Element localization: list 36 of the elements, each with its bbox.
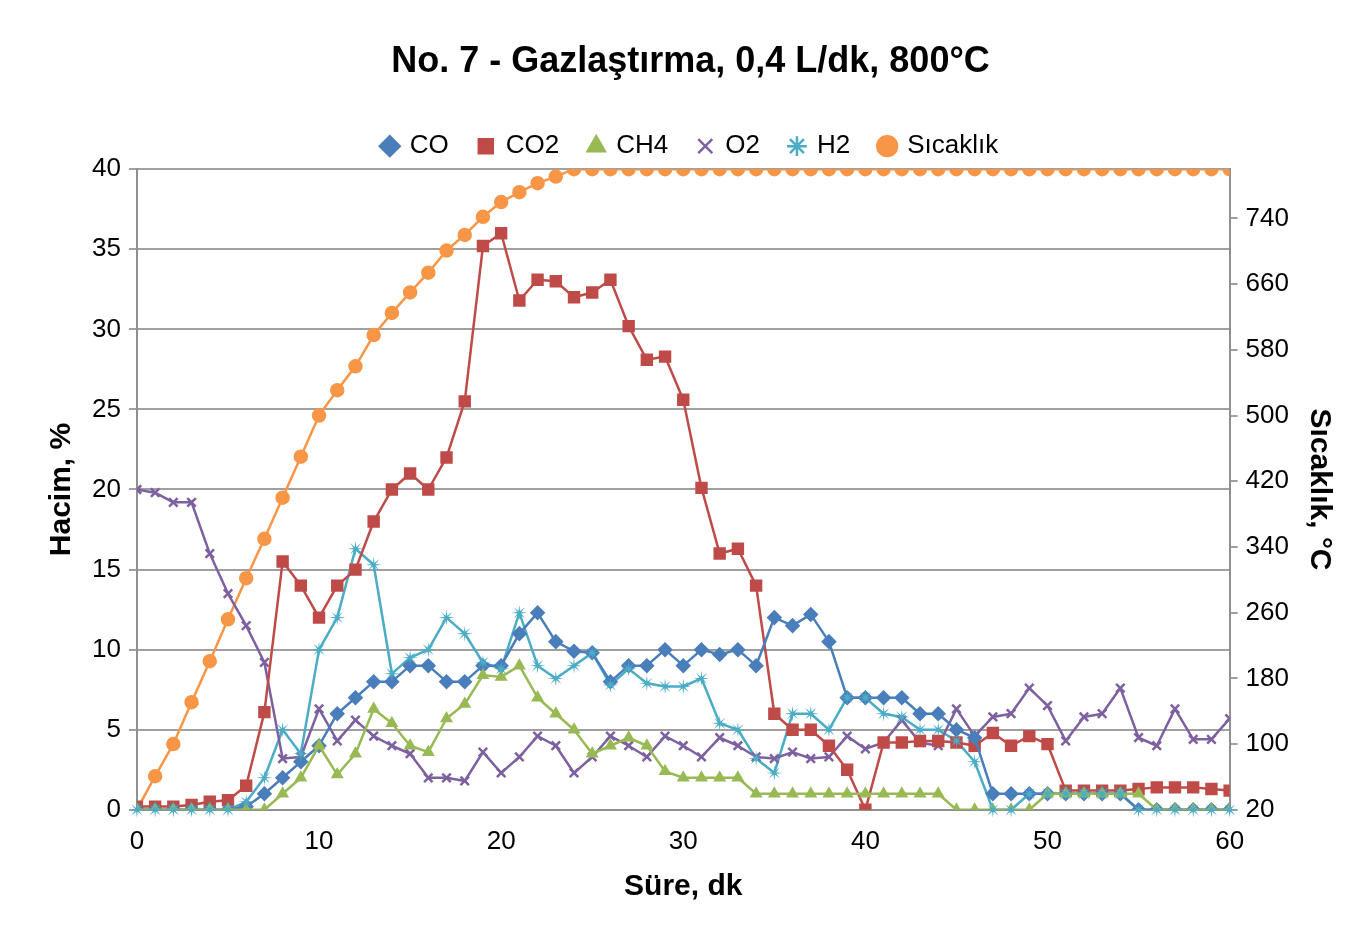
legend-label: H2 <box>816 129 851 160</box>
y-tick-label: 5 <box>106 712 121 743</box>
y2-tick-label: 580 <box>1245 333 1290 364</box>
y-tick-label: 0 <box>106 792 121 823</box>
x-tick-label: 50 <box>1033 824 1062 855</box>
y2-tick-label: 260 <box>1245 595 1290 626</box>
x-axis-title: Süre, dk <box>624 868 743 902</box>
y2-tick-label: 340 <box>1245 530 1290 561</box>
y2-tick-label: 180 <box>1245 661 1290 692</box>
y2-tick-label: 20 <box>1245 792 1275 823</box>
x-tick-label: 30 <box>668 824 698 855</box>
legend-label: CO2 <box>505 129 560 160</box>
legend-label: Sıcaklık <box>907 129 1000 160</box>
x-tick-label: 10 <box>304 824 334 855</box>
y2-tick-label: 420 <box>1245 464 1290 495</box>
legend-label: CH4 <box>616 129 669 160</box>
y-tick-label: 30 <box>92 312 121 343</box>
chart-title: No. 7 - Gazlaştırma, 0,4 L/dk, 800°C <box>391 38 990 80</box>
x-tick-label: 40 <box>850 824 880 855</box>
y-tick-label: 15 <box>92 552 121 583</box>
y2-axis-title: Sıcaklık, °C <box>1304 408 1338 571</box>
x-tick-label: 0 <box>129 824 145 855</box>
y2-tick-label: 500 <box>1245 398 1290 429</box>
y-tick-label: 20 <box>92 472 121 503</box>
y-axis-title: Hacim, % <box>43 422 77 557</box>
x-tick-label: 60 <box>1215 824 1245 855</box>
y2-tick-label: 740 <box>1245 201 1290 232</box>
y-tick-label: 40 <box>92 152 121 183</box>
x-tick-label: 20 <box>486 824 516 855</box>
legend-label: CO <box>409 129 449 160</box>
y-tick-label: 25 <box>92 392 121 423</box>
legend-label: O2 <box>725 129 760 160</box>
y-tick-label: 35 <box>92 232 121 263</box>
y2-tick-label: 100 <box>1245 727 1290 758</box>
y-tick-label: 10 <box>92 632 121 663</box>
y2-tick-label: 660 <box>1245 267 1290 298</box>
